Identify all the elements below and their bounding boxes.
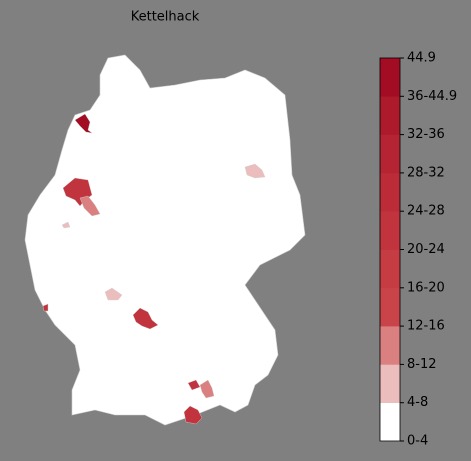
region [199, 379, 215, 399]
colorbar-segment [380, 249, 400, 289]
colorbar-label: 24-28 [407, 204, 445, 219]
colorbar-segment [380, 402, 400, 442]
region [104, 287, 123, 301]
regions [42, 113, 266, 425]
region [244, 163, 266, 179]
germany-outline [24, 54, 306, 426]
colorbar-segment [380, 211, 400, 250]
colorbar-label: 16-20 [407, 280, 445, 295]
colorbar: 0-4 4-8 8-12 12-16 16-20 20-24 24-28 28-32 32-36… [379, 51, 457, 449]
region [42, 303, 49, 312]
map-title: Kettelhack [131, 10, 200, 25]
colorbar-segment [380, 364, 400, 403]
region [183, 405, 203, 425]
colorbar-label: 36-44.9 [407, 89, 457, 104]
region [187, 379, 201, 391]
region [79, 195, 101, 217]
colorbar-label: 0-4 [407, 434, 428, 449]
colorbar-segment [380, 172, 400, 212]
colorbar-segment [380, 58, 400, 97]
colorbar-segment [380, 287, 400, 327]
region [74, 113, 93, 134]
colorbar-label: 20-24 [407, 242, 445, 257]
colorbar-segment [380, 326, 400, 365]
region [61, 221, 71, 229]
colorbar-label: 44.9 [407, 51, 436, 66]
colorbar-label: 12-16 [407, 319, 445, 334]
colorbar-label: 8-12 [407, 357, 437, 372]
region [132, 307, 159, 330]
colorbar-segment [380, 96, 400, 135]
colorbar-label: 28-32 [407, 165, 445, 180]
colorbar-label: 4-8 [407, 395, 428, 410]
colorbar-segment [380, 134, 400, 174]
colorbar-label: 32-36 [407, 127, 445, 142]
